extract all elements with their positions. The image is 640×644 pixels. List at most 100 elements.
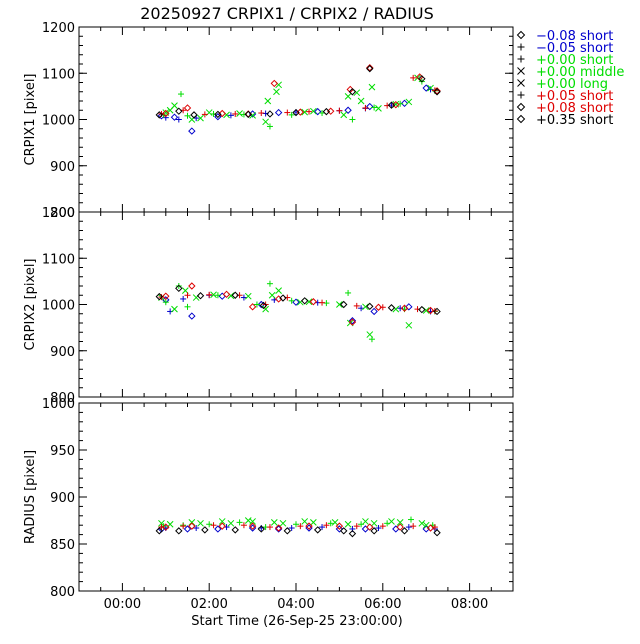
y-axis-label: CRPIX2 [pixel] — [23, 258, 38, 350]
data-point — [370, 527, 378, 535]
data-point — [433, 88, 441, 96]
data-point — [257, 300, 265, 309]
data-point — [162, 109, 170, 118]
legend-marker — [516, 30, 526, 40]
data-point — [244, 110, 252, 119]
y-tick-label: 950 — [50, 444, 75, 459]
data-point — [405, 98, 413, 106]
data-point — [348, 316, 357, 325]
data-point — [206, 521, 213, 528]
data-point — [188, 282, 196, 290]
data-point — [418, 305, 426, 314]
chart-title: 20250927 CRPIX1 / CRPIX2 / RADIUS — [140, 4, 434, 23]
data-point — [433, 87, 441, 95]
data-point — [268, 291, 276, 299]
data-point — [370, 519, 378, 527]
chart-panels: 800 900 1000 1100 1200 CRPIX1 [pixel] 800 900 10… — [23, 21, 514, 612]
data-point — [357, 97, 365, 105]
data-point — [374, 303, 383, 311]
x-tick-label: 08:00 — [451, 597, 488, 612]
data-point — [297, 523, 304, 530]
data-point — [392, 100, 400, 109]
data-point — [379, 523, 386, 530]
legend-item: +0.00 short — [517, 53, 613, 68]
data-point — [344, 93, 352, 100]
data-point — [162, 523, 170, 531]
data-point — [366, 64, 374, 73]
data-point — [218, 518, 226, 525]
data-point — [418, 519, 426, 527]
data-point — [292, 108, 300, 117]
data-point — [274, 525, 283, 533]
data-point — [240, 522, 247, 529]
legend-item: +0.00 long — [517, 77, 608, 92]
data-point — [257, 525, 265, 533]
data-point — [306, 108, 313, 115]
y-tick-label: 1200 — [42, 21, 75, 36]
data-point — [231, 526, 239, 534]
data-point — [388, 518, 395, 525]
data-point — [183, 104, 192, 112]
data-point — [348, 529, 357, 538]
data-point — [155, 527, 163, 535]
data-point — [348, 88, 357, 96]
data-point — [375, 525, 382, 532]
data-point — [405, 321, 413, 329]
data-point — [190, 111, 198, 119]
data-point — [184, 112, 191, 119]
panel-1: 800 900 1000 1100 1200 CRPIX1 [pixel] — [23, 21, 514, 221]
legend-item: +0.35 short — [516, 113, 613, 128]
data-point — [162, 299, 169, 306]
data-point — [313, 526, 322, 534]
data-point — [183, 525, 192, 533]
data-point — [300, 297, 309, 305]
data-point — [288, 525, 295, 532]
data-point — [274, 108, 283, 117]
data-point — [405, 524, 412, 531]
data-point — [253, 301, 260, 308]
data-point — [301, 518, 309, 525]
x-tick-label: 04:00 — [277, 597, 314, 612]
data-point — [206, 291, 213, 298]
data-point — [266, 280, 273, 287]
legend-marker — [517, 67, 525, 75]
data-point — [400, 527, 409, 535]
data-point — [270, 519, 278, 526]
data-point — [162, 292, 170, 300]
data-point — [336, 301, 343, 308]
y-tick-label: 800 — [50, 391, 75, 406]
data-point — [366, 302, 374, 311]
x-tick-label: 06:00 — [364, 597, 401, 612]
y-tick-label: 1200 — [42, 206, 75, 221]
y-axis-label: CRPIX1 [pixel] — [23, 73, 38, 165]
data-point — [387, 304, 396, 312]
data-point — [266, 110, 274, 118]
data-point — [264, 97, 272, 105]
y-tick-label: 900 — [50, 345, 75, 360]
plot-frame — [78, 26, 514, 213]
y-tick-label: 900 — [50, 491, 75, 506]
data-point — [210, 291, 217, 299]
data-point — [201, 111, 208, 118]
data-point — [262, 118, 269, 126]
data-point — [227, 112, 234, 119]
legend-marker — [517, 43, 525, 51]
data-point — [222, 290, 231, 299]
data-point — [184, 292, 191, 299]
y-axis-label: RADIUS [pixel] — [23, 450, 38, 544]
data-point — [405, 303, 413, 311]
legend-label: +0.05 short — [536, 89, 613, 104]
data-point — [244, 517, 252, 524]
data-point — [175, 107, 183, 115]
y-tick-label: 1000 — [42, 397, 75, 412]
data-point — [155, 111, 163, 119]
data-point — [349, 116, 356, 123]
data-point — [273, 88, 280, 96]
data-point — [327, 107, 335, 115]
legend-label: −0.05 short — [536, 41, 613, 56]
data-point — [319, 524, 326, 531]
data-point — [266, 524, 273, 531]
legend-label: +0.00 short — [536, 53, 613, 68]
x-tick-label: 00:00 — [104, 597, 141, 612]
